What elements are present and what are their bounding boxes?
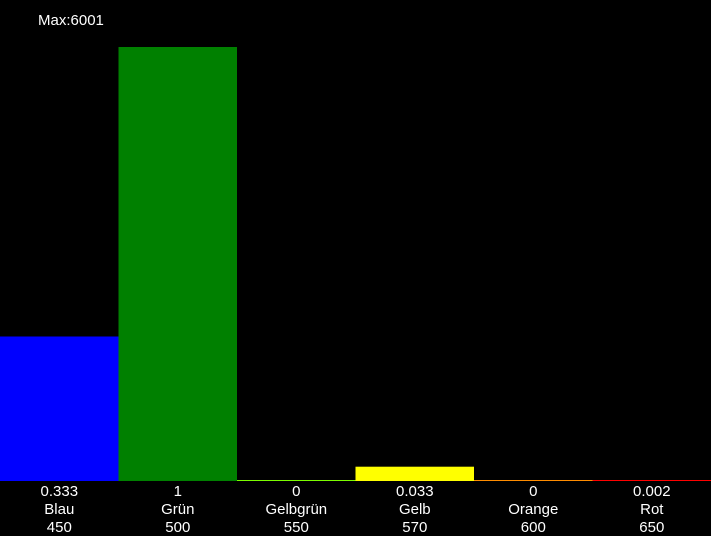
category-label: Gelb (399, 501, 431, 518)
wavelength-label: 650 (639, 519, 664, 536)
max-value-label: Max:6001 (38, 12, 104, 29)
wavelength-label: 500 (165, 519, 190, 536)
category-label: Rot (640, 501, 664, 518)
value-label: 0 (529, 483, 537, 500)
value-label: 0 (292, 483, 300, 500)
bar-orange (474, 480, 593, 481)
bar-blau (0, 336, 119, 481)
value-label: 0.033 (396, 483, 434, 500)
value-label: 0.002 (633, 483, 671, 500)
bar-gelb (355, 466, 474, 481)
bar-grün (118, 47, 237, 481)
category-label: Grün (161, 501, 194, 518)
category-label: Blau (44, 501, 74, 518)
wavelength-label: 550 (284, 519, 309, 536)
wavelength-label: 600 (521, 519, 546, 536)
category-label: Orange (508, 501, 558, 518)
wavelength-label: 570 (402, 519, 427, 536)
wavelength-label: 450 (47, 519, 72, 536)
category-label: Gelbgrün (265, 501, 327, 518)
value-label: 0.333 (41, 483, 79, 500)
bar-gelbgrün (237, 480, 356, 481)
bar-rot (592, 480, 711, 481)
value-label: 1 (174, 483, 182, 500)
